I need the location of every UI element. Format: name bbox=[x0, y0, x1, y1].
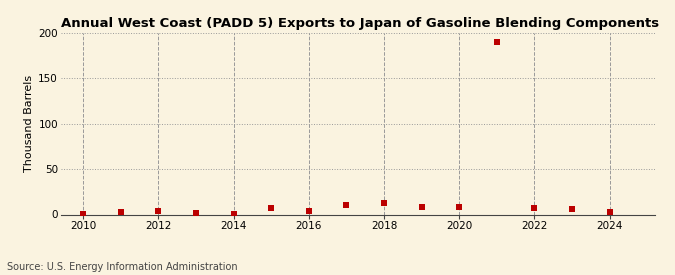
Point bbox=[266, 206, 277, 210]
Point bbox=[529, 206, 540, 210]
Text: Annual West Coast (PADD 5) Exports to Japan of Gasoline Blending Components: Annual West Coast (PADD 5) Exports to Ja… bbox=[61, 17, 659, 31]
Y-axis label: Thousand Barrels: Thousand Barrels bbox=[24, 75, 34, 172]
Point bbox=[228, 212, 239, 216]
Point bbox=[115, 210, 126, 214]
Point bbox=[566, 207, 577, 211]
Point bbox=[379, 200, 389, 205]
Point bbox=[191, 210, 202, 215]
Point bbox=[153, 209, 164, 213]
Point bbox=[78, 211, 88, 216]
Text: Source: U.S. Energy Information Administration: Source: U.S. Energy Information Administ… bbox=[7, 262, 238, 272]
Point bbox=[604, 210, 615, 214]
Point bbox=[341, 202, 352, 207]
Point bbox=[454, 205, 464, 210]
Point bbox=[491, 40, 502, 44]
Point bbox=[304, 209, 315, 213]
Point bbox=[416, 205, 427, 210]
